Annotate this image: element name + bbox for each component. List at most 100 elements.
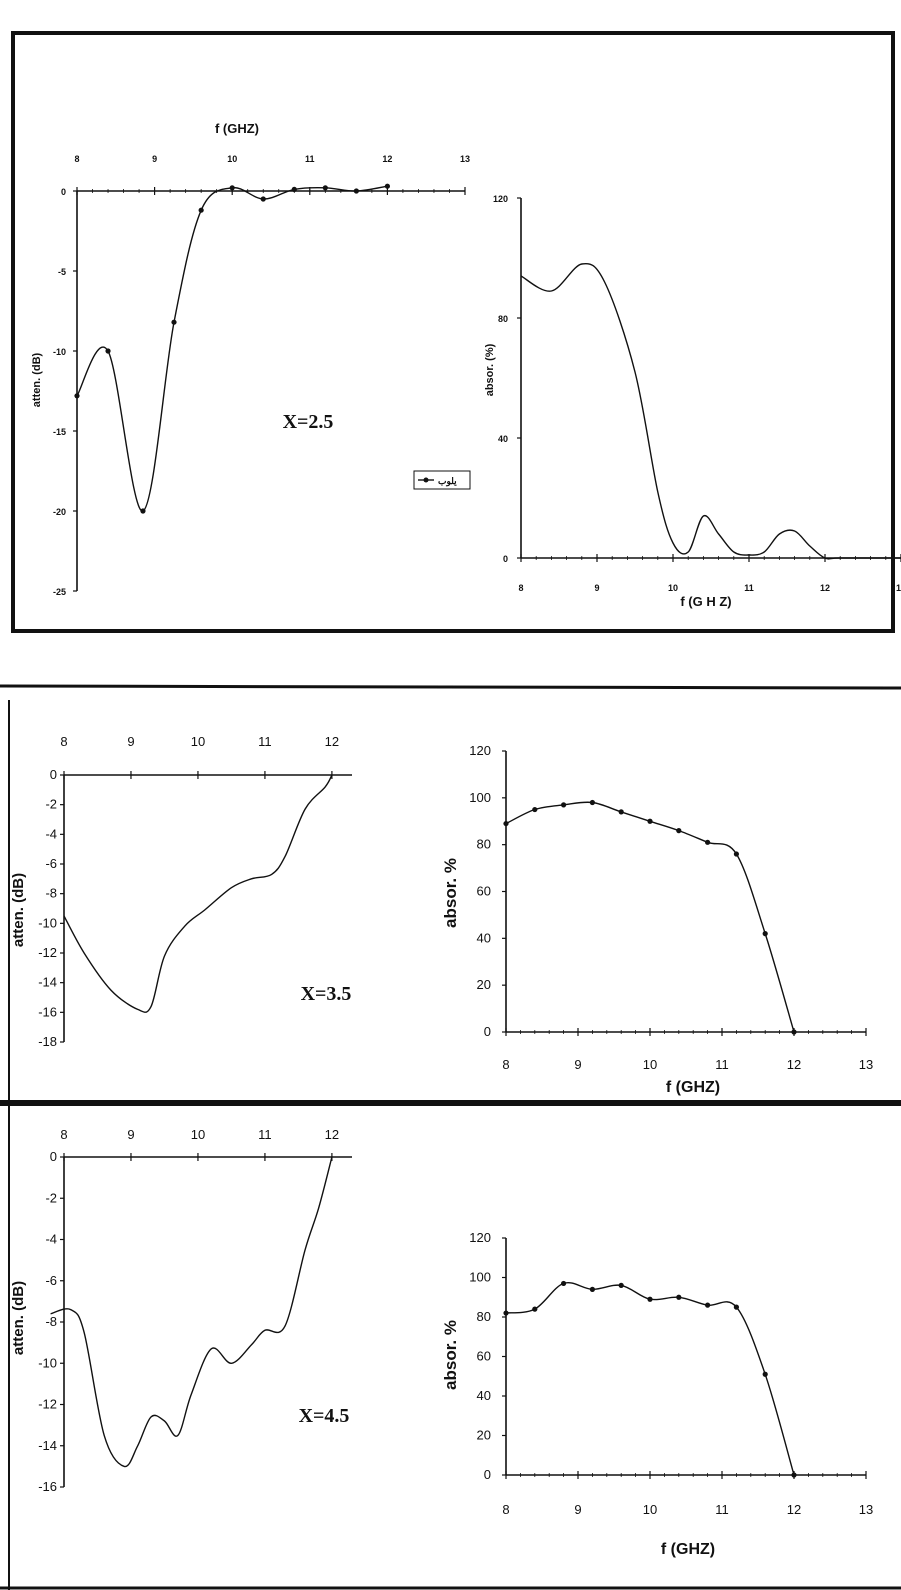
y-tick-label: 0	[484, 1467, 491, 1482]
data-point	[676, 1294, 682, 1300]
x-tick-label: 12	[787, 1057, 801, 1072]
y-tick-label: -12	[38, 945, 57, 960]
chart-x2.5-absorption: 8 9 10 11 12 13 0 40 80 120 f (G H Z) absor. (%)	[484, 194, 901, 609]
data-point	[791, 1472, 797, 1478]
x-tick-label: 11	[744, 583, 754, 593]
x-tick-label: 8	[74, 154, 79, 164]
y-tick-label: 20	[477, 977, 491, 992]
data-point	[647, 818, 653, 824]
y-tick-label: 100	[469, 790, 491, 805]
data-point	[733, 1304, 740, 1310]
legend: يلوب	[413, 470, 471, 490]
data-point	[74, 393, 80, 399]
data-point	[705, 1302, 711, 1308]
data-point	[561, 802, 567, 808]
series-line	[63, 774, 333, 1013]
x-tick-label: 12	[787, 1502, 801, 1517]
y-tick-label: -4	[45, 1232, 57, 1247]
y-tick-label: -6	[45, 856, 57, 871]
x-tick-label: 11	[715, 1502, 729, 1517]
data-point	[171, 319, 177, 325]
data-point	[705, 839, 711, 845]
x-tick-label: 8	[518, 583, 523, 593]
top-panel-border	[11, 31, 895, 633]
y-axis-title: atten. (dB)	[10, 1281, 27, 1355]
y-axis-title: atten. (dB)	[10, 873, 27, 947]
y-tick-label: -16	[38, 1479, 57, 1494]
legend-swatch-marker	[423, 477, 429, 483]
x-tick-label: 10	[191, 734, 205, 749]
data-point	[229, 185, 235, 191]
parameter-annotation: X=2.5	[283, 411, 334, 433]
data-point	[384, 183, 390, 189]
x-tick-label: 13	[859, 1057, 873, 1072]
data-point	[618, 809, 624, 815]
y-tick-label: 0	[61, 187, 66, 197]
x-tick-label: 8	[502, 1502, 509, 1517]
y-axis-title: atten. (dB)	[31, 352, 43, 407]
x-axis-title: f (G H Z)	[680, 594, 731, 609]
y-tick-label: -5	[58, 267, 66, 277]
legend-label: يلوب	[438, 476, 457, 487]
x-tick-label: 10	[191, 1127, 205, 1142]
data-point	[503, 1310, 509, 1316]
data-point	[503, 820, 509, 827]
data-point	[291, 186, 297, 192]
y-tick-label: 80	[498, 314, 508, 324]
data-point	[589, 799, 596, 806]
parameter-annotation: X=3.5	[301, 983, 352, 1005]
x-tick-label: 12	[325, 734, 339, 749]
data-point	[322, 185, 328, 191]
y-tick-label: 0	[50, 767, 57, 782]
y-tick-label: -18	[38, 1034, 57, 1049]
x-tick-label: 12	[820, 583, 830, 593]
x-tick-label: 11	[258, 734, 272, 749]
y-tick-label: -8	[45, 886, 57, 901]
panel-frames	[0, 31, 901, 1590]
x-tick-label: 13	[460, 154, 470, 164]
x-tick-label: 9	[127, 1127, 134, 1142]
y-tick-label: 60	[477, 884, 491, 899]
x-tick-label: 10	[643, 1057, 657, 1072]
x-axis-title: f (GHZ)	[666, 1079, 720, 1096]
series-line	[505, 801, 795, 1033]
y-axis-title: absor. %	[441, 1320, 460, 1390]
x-tick-label: 9	[152, 154, 157, 164]
data-point	[561, 1280, 567, 1287]
data-point	[762, 1371, 768, 1377]
x-tick-label: 12	[325, 1127, 339, 1142]
y-tick-label: -16	[38, 1004, 57, 1019]
y-tick-label: -12	[38, 1397, 57, 1412]
data-point	[676, 828, 682, 834]
top-panel-lower-rule	[0, 684, 901, 690]
y-tick-label: 0	[503, 554, 508, 564]
chart-x3.5-attenuation: 8 9 10 11 12 0 -2 -4 -6 -8 -10 -12 -14 -16 -18 atten. (…	[10, 734, 352, 1049]
y-tick-label: -14	[38, 975, 57, 990]
y-tick-label: -8	[45, 1314, 57, 1329]
x-tick-label: 9	[127, 734, 134, 749]
y-tick-label: -10	[53, 347, 66, 357]
chart-x4.5-attenuation: 8 9 10 11 12 0 -2 -4 -6 -8 -10 -12 -14 -16 atten. (dB)…	[10, 1127, 352, 1494]
x-axis-title: f (GHZ)	[661, 1541, 715, 1558]
data-point	[791, 1029, 797, 1035]
x-tick-label: 13	[859, 1502, 873, 1517]
y-tick-label: 40	[498, 434, 508, 444]
x-tick-label: 12	[382, 154, 392, 164]
y-tick-label: 120	[469, 1230, 491, 1245]
y-tick-label: 40	[477, 930, 491, 945]
y-axis-title: absor. %	[441, 858, 460, 928]
y-tick-label: 0	[484, 1024, 491, 1039]
data-point	[589, 1286, 596, 1292]
y-tick-label: -14	[38, 1438, 57, 1453]
data-point	[198, 207, 204, 213]
x-axis-title: f (GHZ)	[215, 121, 259, 136]
series-line	[50, 1156, 333, 1468]
data-point	[618, 1282, 624, 1288]
x-tick-label: 10	[643, 1502, 657, 1517]
data-point	[260, 196, 266, 202]
y-axis-title: absor. (%)	[484, 343, 496, 396]
x-tick-label: 8	[502, 1057, 509, 1072]
data-point	[140, 508, 146, 514]
data-point	[762, 931, 768, 937]
